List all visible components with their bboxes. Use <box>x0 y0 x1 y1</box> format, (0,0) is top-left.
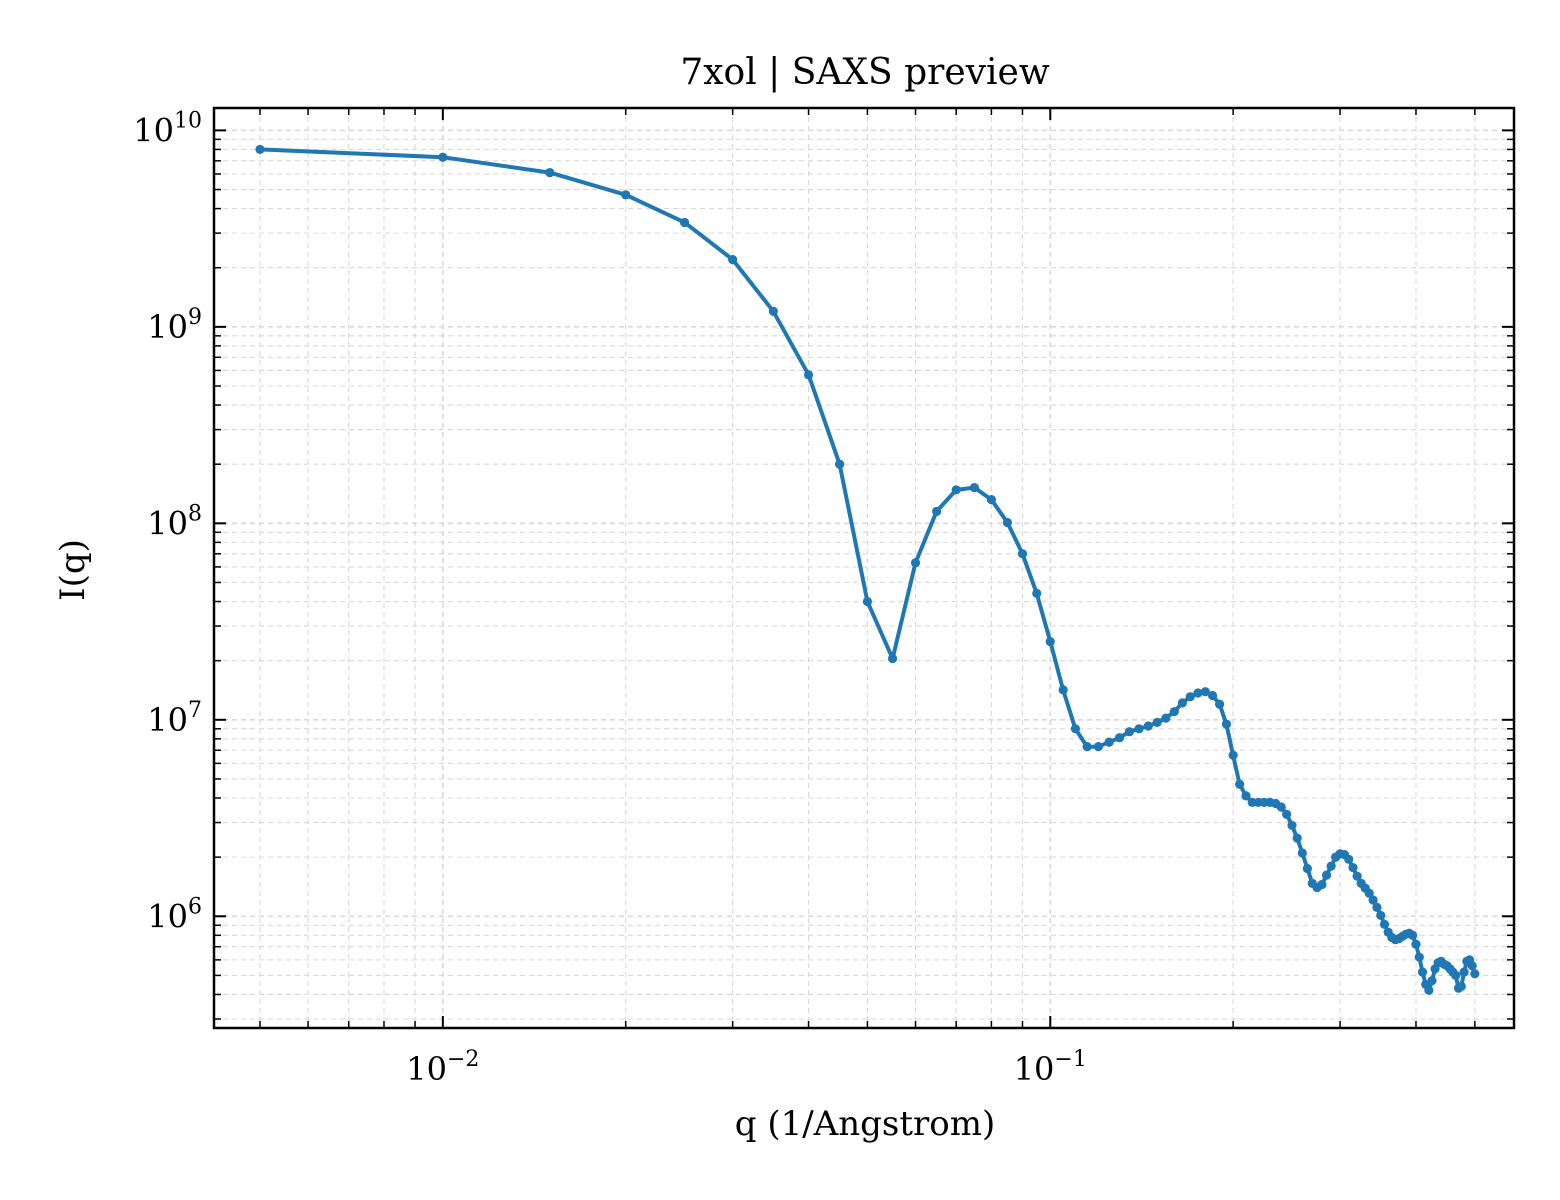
data-point <box>1193 688 1203 698</box>
data-point <box>438 152 448 162</box>
data-point <box>1002 517 1013 528</box>
data-point <box>1321 870 1332 880</box>
data-point <box>1235 779 1245 789</box>
data-point <box>1169 707 1179 717</box>
data-point <box>1241 791 1251 801</box>
data-point <box>1459 967 1469 977</box>
y-axis-label: I(q) <box>53 539 93 601</box>
data-point <box>1427 976 1437 986</box>
data-point <box>910 558 921 568</box>
data-point <box>1017 549 1028 559</box>
data-point <box>1177 698 1187 708</box>
data-point <box>1348 862 1358 873</box>
data-point <box>1364 888 1374 898</box>
data-point <box>969 483 979 493</box>
data-point <box>835 459 845 469</box>
data-point <box>1292 833 1302 843</box>
data-point <box>887 653 898 664</box>
data-point <box>1143 721 1153 731</box>
data-point <box>255 144 265 155</box>
data-point <box>1093 742 1103 752</box>
data-point <box>932 506 942 517</box>
data-point <box>1221 719 1232 729</box>
data-point <box>1214 699 1225 709</box>
data-point <box>1417 967 1428 977</box>
y-tick-label: 1010 <box>133 108 202 149</box>
data-point <box>986 495 997 505</box>
data-point <box>1326 861 1336 871</box>
tick-labels: 10−2 10−1 106 107 108 109 1010 <box>133 108 1087 1088</box>
data-point <box>1282 809 1292 820</box>
data-point <box>1376 910 1386 921</box>
data-point <box>1287 820 1297 831</box>
data-point <box>1414 952 1424 962</box>
data-point <box>545 167 555 178</box>
data-point <box>1200 687 1210 697</box>
x-tick-label: 10−2 <box>406 1047 479 1088</box>
data-point <box>1379 919 1390 929</box>
data-point <box>1207 690 1218 701</box>
data-point <box>679 217 690 228</box>
data-point <box>1424 985 1434 995</box>
data-point <box>862 596 873 607</box>
grid <box>214 108 1514 1028</box>
data-point <box>728 254 738 265</box>
x-axis-label: q (1/Angstrom) <box>735 1104 995 1144</box>
data-point <box>1451 970 1461 981</box>
data-point <box>1070 724 1081 734</box>
data-point <box>1302 863 1312 874</box>
y-tick-label: 107 <box>147 698 202 739</box>
axis-ticks <box>214 108 1514 1028</box>
data-point <box>1058 685 1068 695</box>
data-point <box>1352 871 1362 881</box>
data-point <box>1344 854 1354 864</box>
data-point <box>1317 879 1327 890</box>
data-point <box>1297 848 1307 858</box>
data-point <box>1276 802 1286 812</box>
data-point <box>1134 724 1144 734</box>
y-tick-label: 108 <box>147 501 202 542</box>
data-point <box>1045 637 1055 647</box>
data-point <box>1152 717 1162 728</box>
data-point <box>1467 961 1477 971</box>
data-point <box>1032 588 1042 598</box>
data-point <box>1456 981 1466 991</box>
data-point <box>1228 750 1238 760</box>
data-point <box>1368 895 1378 905</box>
data-point <box>1124 727 1135 737</box>
data-point <box>951 485 961 495</box>
data-point <box>1411 939 1421 949</box>
data-point <box>803 370 814 380</box>
y-tick-label: 106 <box>147 894 202 935</box>
data-point <box>1082 742 1092 752</box>
chart-title: 7xol | SAXS preview <box>680 52 1050 93</box>
data-point <box>1161 713 1171 723</box>
x-tick-label: 10−1 <box>1014 1047 1087 1088</box>
data-point <box>1470 969 1480 979</box>
plot-frame <box>212 106 1516 1030</box>
data-point <box>1114 733 1125 743</box>
data-point <box>621 190 631 200</box>
data-point <box>1408 930 1418 940</box>
data-point <box>1372 902 1382 912</box>
series-layer <box>255 144 1480 995</box>
y-tick-label: 109 <box>147 305 202 346</box>
data-point <box>1185 692 1195 702</box>
data-point <box>1104 737 1114 747</box>
data-point <box>768 306 778 316</box>
